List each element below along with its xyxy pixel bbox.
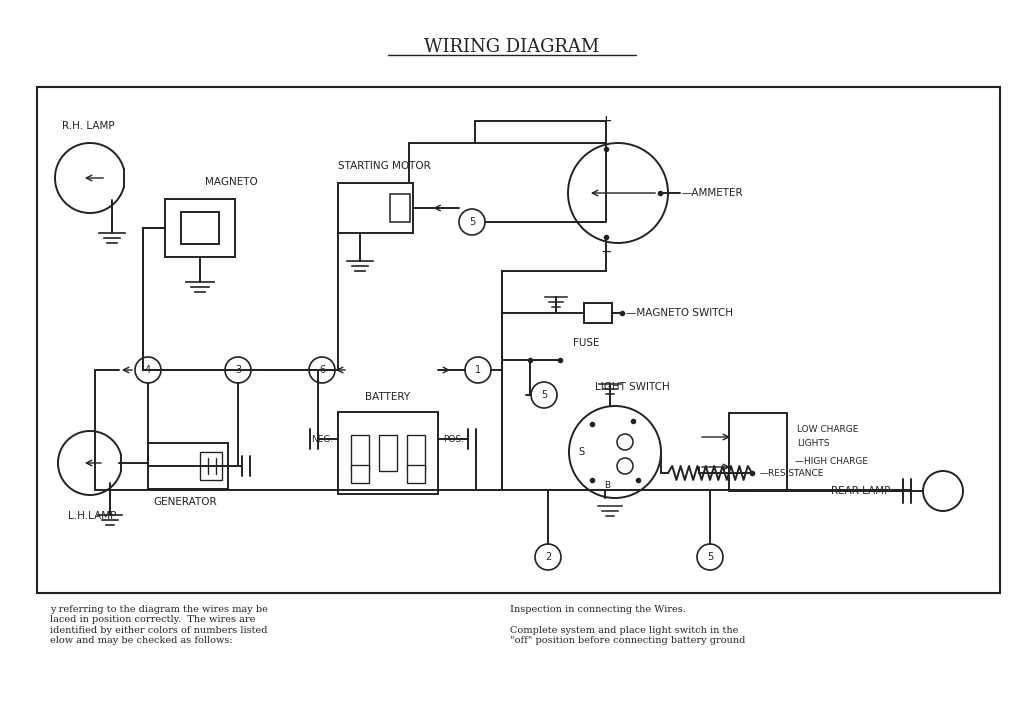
Bar [338, 183, 413, 233]
Text: 1: 1 [475, 365, 481, 375]
Bar [148, 443, 228, 489]
Bar [351, 465, 369, 483]
Text: +: + [600, 114, 612, 129]
Bar [165, 199, 234, 257]
Bar [181, 212, 219, 244]
Text: S: S [578, 447, 584, 457]
Bar [407, 435, 425, 471]
Text: REAR LAMP—: REAR LAMP— [831, 486, 901, 496]
Text: 2: 2 [545, 552, 551, 562]
Text: GENERATOR: GENERATOR [153, 497, 217, 507]
Text: NEG.: NEG. [310, 435, 333, 444]
Text: —MAGNETO SWITCH: —MAGNETO SWITCH [626, 308, 733, 318]
Text: —HIGH CHARGE: —HIGH CHARGE [795, 457, 868, 467]
Text: 5: 5 [469, 217, 475, 227]
Text: —AMMETER: —AMMETER [682, 188, 743, 198]
Text: Inspection in connecting the Wires.

Complete system and place light switch in t: Inspection in connecting the Wires. Comp… [510, 605, 745, 645]
Bar [379, 435, 397, 471]
Text: STARTING MOTOR: STARTING MOTOR [338, 161, 430, 171]
Text: LOW CHARGE: LOW CHARGE [797, 425, 858, 435]
Text: 3: 3 [234, 365, 241, 375]
Text: LIGHTS: LIGHTS [797, 439, 829, 447]
Text: y referring to the diagram the wires may be
laced in position correctly.  The wi: y referring to the diagram the wires may… [50, 605, 268, 645]
Bar [351, 435, 369, 471]
Text: B: B [604, 482, 610, 490]
Bar [37, 87, 1000, 593]
Bar [729, 413, 787, 491]
Bar [407, 465, 425, 483]
Text: FUSE: FUSE [573, 338, 599, 348]
Text: 5: 5 [541, 390, 547, 400]
Text: POS.: POS. [443, 435, 464, 444]
Text: L.H.LAMP: L.H.LAMP [68, 511, 117, 521]
Text: MAGNETO: MAGNETO [205, 177, 258, 187]
Bar [200, 452, 222, 480]
Text: BATTERY: BATTERY [366, 392, 411, 402]
Bar [584, 303, 612, 323]
Text: R.H. LAMP: R.H. LAMP [62, 121, 115, 131]
Text: WIRING DIAGRAM: WIRING DIAGRAM [424, 38, 600, 56]
Text: −: − [600, 245, 611, 259]
Text: 4: 4 [145, 365, 152, 375]
Text: LIGHT SWITCH: LIGHT SWITCH [595, 382, 670, 392]
Text: 6: 6 [318, 365, 325, 375]
Bar [389, 194, 410, 222]
Text: —RESISTANCE: —RESISTANCE [760, 468, 824, 478]
Text: 5: 5 [707, 552, 713, 562]
Bar [338, 412, 438, 494]
